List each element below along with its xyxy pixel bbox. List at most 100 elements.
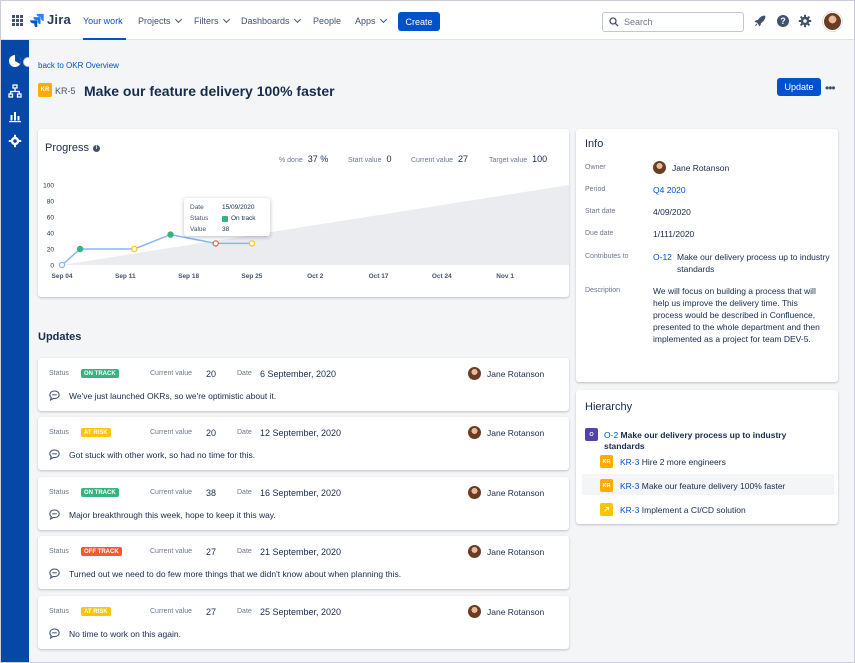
status-label: Status [49, 548, 69, 555]
hierarchy-child[interactable]: KR-3 Hire 2 more engineers [620, 457, 726, 468]
nav-projects-label: Projects [138, 16, 171, 26]
hierarchy-child-key[interactable]: KR-3 [620, 457, 640, 467]
stat-label: % done [279, 157, 303, 164]
app-switcher-icon[interactable] [12, 15, 23, 26]
author-name[interactable]: Jane Rotanson [487, 369, 545, 379]
create-button[interactable]: Create [398, 12, 440, 31]
okr-app-icon[interactable] [8, 54, 22, 68]
reports-chart-icon[interactable] [8, 109, 22, 123]
y-tick-label: 20 [47, 247, 55, 254]
date-label: Date [237, 608, 252, 615]
info-icon[interactable]: i [93, 144, 101, 152]
update-date: 21 September, 2020 [260, 547, 342, 557]
due-date: 1/111/2020 [653, 229, 695, 239]
period-link[interactable]: Q4 2020 [653, 185, 686, 195]
hierarchy-icon[interactable] [8, 84, 22, 98]
more-actions-icon[interactable]: ••• [825, 81, 836, 95]
hierarchy-heading: Hierarchy [585, 401, 633, 413]
nav-your-work-label: Your work [83, 16, 123, 26]
nav-people[interactable]: People [313, 16, 341, 26]
hierarchy-parent[interactable]: O-2 Make our delivery process up to indu… [604, 430, 804, 452]
nav-projects[interactable]: Projects [138, 15, 182, 26]
contributes-text[interactable]: Make our delivery process up to industry… [677, 252, 830, 274]
stat-label: Target value [489, 157, 528, 164]
info-card: Info Owner Jane Rotanson Period Q4 2020 … [576, 129, 838, 382]
comment-icon [49, 568, 60, 579]
search-box[interactable] [602, 12, 744, 32]
nav-filters[interactable]: Filters [194, 15, 230, 26]
key-result-icon: KR [600, 479, 613, 492]
nav-apps[interactable]: Apps [355, 15, 387, 26]
user-avatar[interactable] [823, 12, 842, 31]
x-tick-label: Oct 2 [307, 273, 324, 280]
stat-value: 27 [458, 154, 469, 164]
author-name[interactable]: Jane Rotanson [487, 547, 545, 557]
hierarchy-parent-key[interactable]: O-2 [604, 430, 619, 440]
nav-dashboards[interactable]: Dashboards [241, 15, 301, 26]
key-result-icon: KR [600, 455, 613, 468]
hierarchy-child-key[interactable]: KR-3 [620, 481, 640, 491]
description-text: We will focus on building a process that… [653, 286, 820, 344]
period-label: Period [585, 186, 606, 193]
update-card: Status ON TRACK Current value 38 Date 16 Sept… [38, 477, 569, 530]
update-comment: Major breakthrough this week, hope to ke… [69, 510, 276, 520]
current-value-label: Current value [150, 608, 193, 615]
tooltip-status-label: Status [190, 215, 209, 222]
back-to-overview-link[interactable]: back to OKR Overview [38, 61, 119, 70]
notifications-icon[interactable] [753, 14, 767, 28]
settings-gear-icon[interactable] [798, 14, 812, 28]
settings-icon[interactable] [8, 134, 22, 148]
search-icon [609, 17, 619, 27]
hierarchy-child-text: Make our feature delivery 100% faster [641, 481, 786, 491]
author-name[interactable]: Jane Rotanson [487, 488, 545, 498]
data-point [212, 240, 219, 247]
update-card: Status AT RISK Current value 20 Date 12 Septe… [38, 417, 569, 470]
due-date-label: Due date [585, 230, 614, 237]
status-lozenge: ON TRACK [81, 488, 119, 497]
author-avatar [468, 367, 481, 380]
stat-label: Start value [348, 157, 382, 164]
tooltip-date: 15/09/2020 [222, 204, 255, 211]
status-label: Status [49, 429, 69, 436]
contributes-key[interactable]: O-12 [653, 252, 672, 262]
current-value-label: Current value [150, 370, 193, 377]
tooltip-value: 38 [222, 226, 230, 233]
key-result-icon [600, 503, 613, 516]
current-value: 27 [206, 547, 217, 557]
progress-chart: 0 20 40 60 80 100 Sep 04 Sep 11 Sep 18 Sep 25 Oct … [43, 183, 569, 280]
jira-logo[interactable]: Jira [30, 12, 71, 27]
help-icon[interactable]: ? [776, 14, 790, 28]
data-point [76, 245, 84, 253]
update-button[interactable]: Update [777, 78, 821, 96]
tooltip-date-label: Date [190, 204, 204, 211]
search-input[interactable] [624, 17, 734, 27]
hierarchy-child-key[interactable]: KR-3 [620, 505, 640, 515]
author-name[interactable]: Jane Rotanson [487, 607, 545, 617]
x-tick-label: Oct 17 [369, 273, 389, 280]
x-tick-label: Sep 11 [115, 273, 136, 280]
author-name[interactable]: Jane Rotanson [487, 428, 545, 438]
link-icon [604, 507, 609, 512]
update-comment: Got stuck with other work, so had no tim… [69, 450, 256, 460]
date-label: Date [237, 429, 252, 436]
status-lozenge: OFF TRACK [81, 547, 122, 556]
status-label: Status [49, 489, 69, 496]
x-tick-label: Sep 18 [178, 273, 199, 280]
owner-name[interactable]: Jane Rotanson [672, 163, 730, 173]
x-tick-label: Nov 1 [496, 273, 514, 280]
current-value: 27 [206, 607, 217, 617]
hierarchy-child[interactable]: KR-3 Implement a CI/CD solution [620, 505, 746, 516]
author-avatar [468, 545, 481, 558]
nav-dashboards-label: Dashboards [241, 16, 290, 26]
status-label: Status [49, 370, 69, 377]
stat-value: 100 [532, 154, 548, 164]
author-avatar [468, 426, 481, 439]
jira-logo-icon [30, 13, 44, 27]
key-result-icon: KR [38, 83, 52, 97]
hierarchy-child-current[interactable]: KR-3 Make our feature delivery 100% fast… [620, 481, 785, 492]
data-point [167, 231, 174, 238]
comment-icon [49, 628, 60, 639]
stat-start-value: Start value 0 [348, 154, 391, 164]
nav-apps-label: Apps [355, 16, 376, 26]
nav-your-work[interactable]: Your work [83, 16, 123, 26]
